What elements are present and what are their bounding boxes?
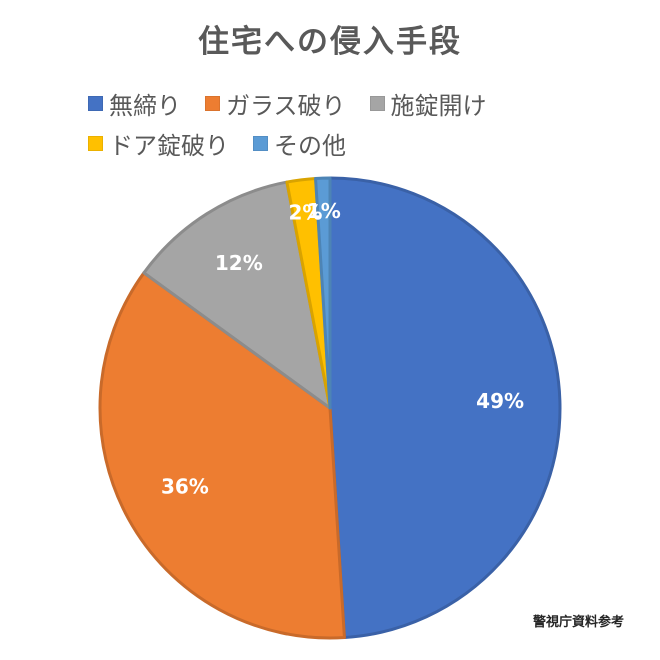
legend-label: ドア錠破り (109, 131, 229, 160)
legend-row: ドア錠破り その他 (88, 123, 608, 163)
chart-title: 住宅への侵入手段 (198, 24, 462, 60)
pie-data-label: 12% (215, 251, 263, 275)
pie-slice (98, 271, 346, 640)
pie-data-label: 49% (476, 389, 524, 413)
legend-item-lockpick: 施錠開け (369, 86, 487, 121)
legend-label: 無締り (109, 91, 181, 120)
pie-data-label: 2% (289, 201, 323, 225)
pie-slices (98, 176, 562, 640)
legend-swatch (88, 135, 103, 151)
legend-item-door-lock: ドア錠破り (88, 126, 229, 161)
pie-slice (328, 176, 562, 640)
legend-item-other: その他 (253, 126, 346, 161)
legend-swatch (369, 95, 385, 111)
pie-data-label: 36% (161, 474, 209, 498)
pie-data-label: 1% (307, 199, 341, 223)
legend-label: ガラス破り (226, 91, 346, 120)
legend-swatch (205, 95, 220, 111)
legend-label: その他 (274, 131, 346, 160)
legend-item-mushimari: 無締り (88, 86, 181, 121)
legend-swatch (88, 95, 103, 111)
legend-item-glass: ガラス破り (205, 86, 346, 121)
legend-swatch (253, 135, 268, 151)
legend: 無締り ガラス破り 施錠開け ドア錠破り その他 (88, 83, 608, 163)
source-note: 警視庁資料参考 (532, 615, 624, 630)
pie-slice (142, 180, 332, 410)
legend-row: 無締り ガラス破り 施錠開け (88, 83, 608, 123)
pie-slice (314, 176, 332, 410)
legend-label: 施錠開け (390, 91, 487, 120)
pie-data-labels: 49% 36% 12% 2%1% (161, 199, 524, 498)
